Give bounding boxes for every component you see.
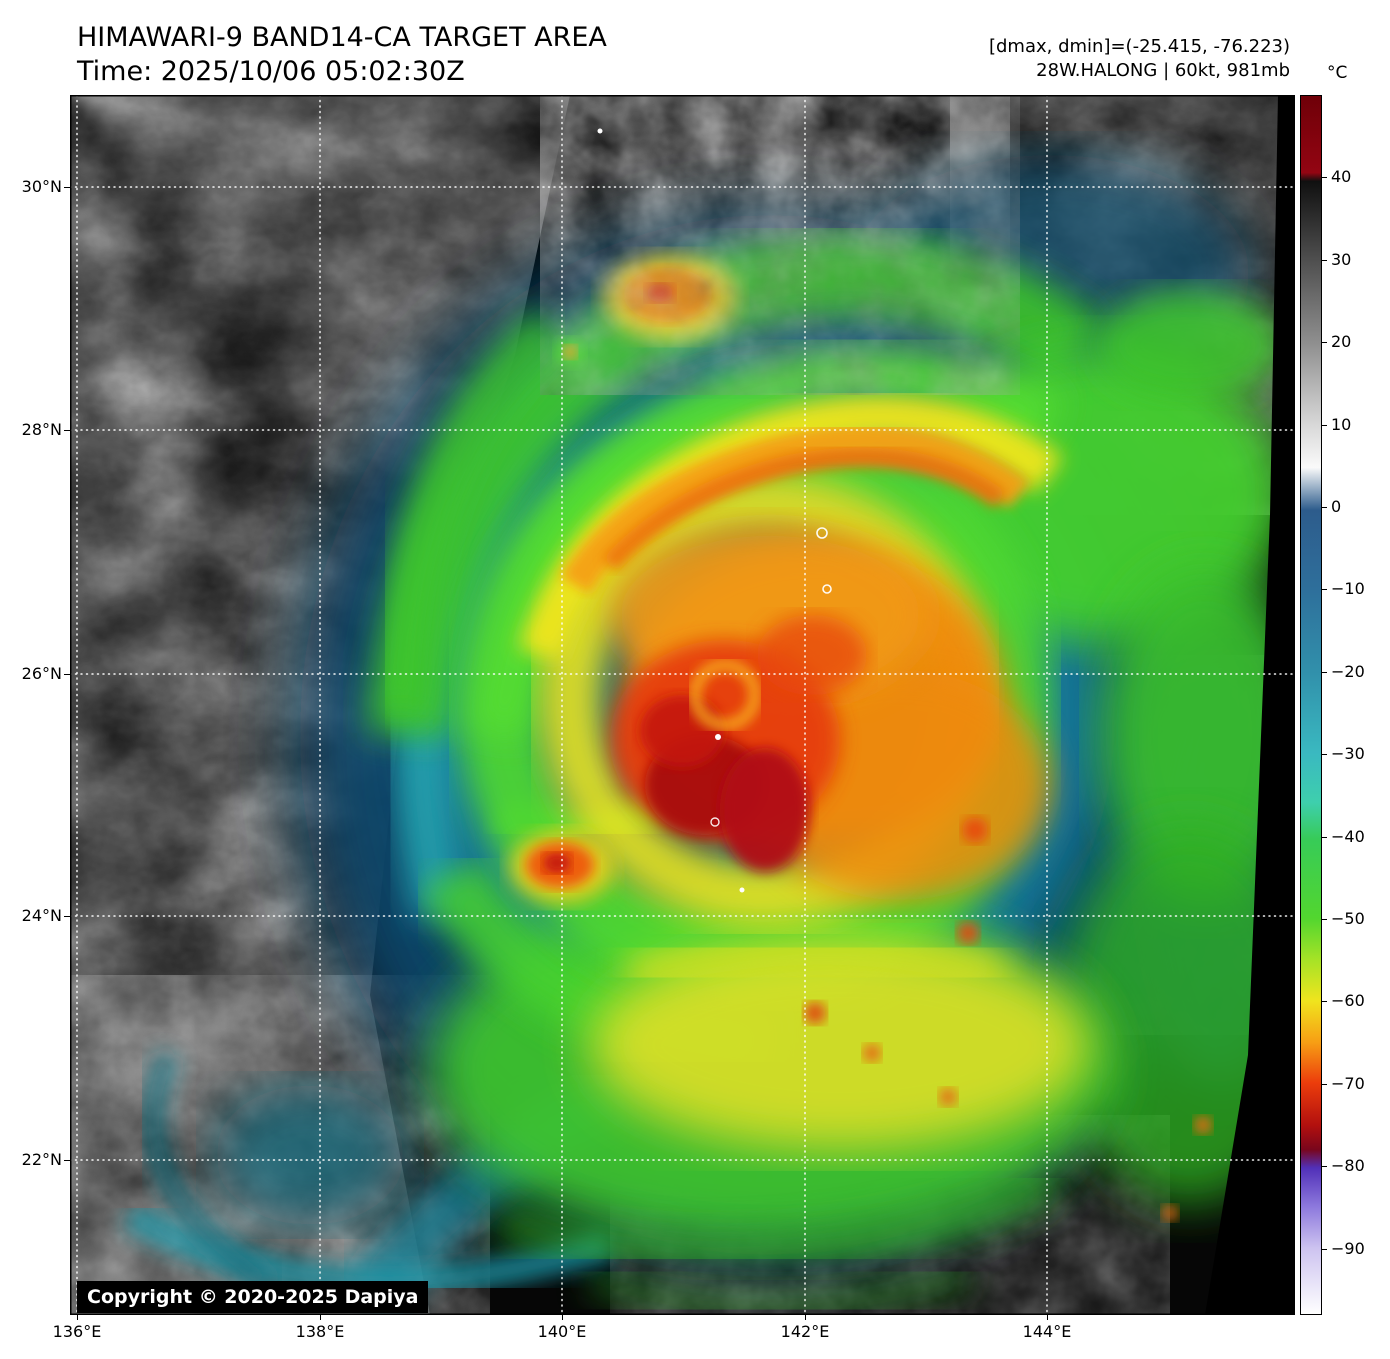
axis-tick	[64, 916, 70, 917]
red-coldest-core-layer	[610, 615, 867, 872]
colorbar-tick-label: 10	[1331, 415, 1352, 434]
dmax-dmin-readout: [dmax, dmin]=(-25.415, -76.223)	[988, 36, 1290, 57]
axis-tick	[64, 674, 70, 675]
colorbar-tick-label: −60	[1331, 991, 1365, 1010]
colorbar-tick	[1322, 1249, 1327, 1250]
figure-title: HIMAWARI-9 BAND14-CA TARGET AREA	[77, 22, 607, 53]
colorbar-tick	[1322, 837, 1327, 838]
axis-tick	[64, 187, 70, 188]
colorbar-tick	[1322, 177, 1327, 178]
latlon-gridlines	[70, 95, 1295, 1315]
colorbar-tick	[1322, 1166, 1327, 1167]
colorbar-tick	[1322, 425, 1327, 426]
colorbar-tick	[1322, 589, 1327, 590]
island-outlines	[597, 128, 832, 893]
lon-tick-label: 140°E	[537, 1322, 587, 1341]
colorbar-tick	[1322, 260, 1327, 261]
axis-tick	[562, 1315, 563, 1320]
colorbar-tick-label: −20	[1331, 662, 1365, 681]
lon-tick-label: 138°E	[295, 1322, 345, 1341]
colorbar-tick-label: −50	[1331, 909, 1365, 928]
colorbar-tick-label: 0	[1331, 497, 1342, 516]
colorbar-tick	[1322, 1084, 1327, 1085]
colorbar-tick	[1322, 342, 1327, 343]
colorbar-tick-label: 40	[1331, 167, 1352, 186]
axis-tick	[320, 1315, 321, 1320]
lon-tick-label: 136°E	[52, 1322, 102, 1341]
axis-tick	[805, 1315, 806, 1320]
scan-edge-black-wedge	[1205, 95, 1295, 1315]
colorbar-tick	[1322, 754, 1327, 755]
colorbar-tick-label: −80	[1331, 1156, 1365, 1175]
satellite-ir-image	[70, 95, 1295, 1315]
colorbar-tick-label: −10	[1331, 579, 1365, 598]
axis-tick	[64, 1160, 70, 1161]
lat-tick-label: 28°N	[21, 420, 62, 439]
lat-tick-label: 22°N	[21, 1150, 62, 1169]
lon-tick-label: 142°E	[780, 1322, 830, 1341]
colorbar-tick	[1322, 919, 1327, 920]
lon-tick-label: 144°E	[1022, 1322, 1072, 1341]
colorbar-tick-label: −30	[1331, 744, 1365, 763]
overlying-cirrus-gray	[540, 95, 1020, 395]
colorbar-tick-label: −70	[1331, 1074, 1365, 1093]
colorbar-tick-label: −40	[1331, 827, 1365, 846]
copyright-badge: Copyright © 2020-2025 Dapiya	[77, 1281, 429, 1313]
colorbar-tick-label: 30	[1331, 250, 1352, 269]
lat-tick-label: 26°N	[21, 664, 62, 683]
lat-tick-label: 30°N	[21, 177, 62, 196]
colorbar-unit-label: °C	[1327, 63, 1348, 83]
lat-tick-label: 24°N	[21, 906, 62, 925]
map-frame	[70, 95, 1295, 1315]
axis-tick	[77, 1315, 78, 1320]
axis-tick	[64, 430, 70, 431]
colorbar-tick	[1322, 672, 1327, 673]
storm-info-readout: 28W.HALONG | 60kt, 981mb	[1036, 60, 1290, 81]
colorbar-tick-label: −90	[1331, 1239, 1365, 1258]
timestamp: Time: 2025/10/06 05:02:30Z	[77, 56, 465, 87]
temperature-colorbar	[1300, 95, 1322, 1315]
colorbar-tick	[1322, 1001, 1327, 1002]
axis-tick	[1047, 1315, 1048, 1320]
colorbar-tick-label: 20	[1331, 332, 1352, 351]
satellite-map: Copyright © 2020-2025 Dapiya	[70, 95, 1295, 1315]
colorbar-tick	[1322, 507, 1327, 508]
